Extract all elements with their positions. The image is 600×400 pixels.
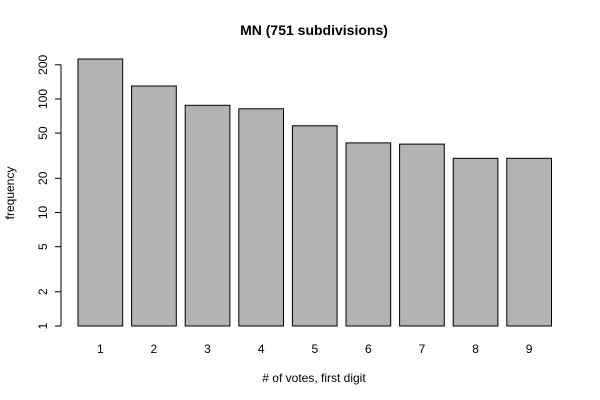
y-tick-label: 100 xyxy=(36,89,50,109)
y-tick-label: 1 xyxy=(36,322,50,329)
bars-group xyxy=(77,58,552,327)
x-axis-label: # of votes, first digit xyxy=(262,371,366,385)
y-tick-label: 10 xyxy=(36,206,50,220)
x-tick-label: 8 xyxy=(472,342,479,356)
x-tick-label: 4 xyxy=(258,342,265,356)
y-tick-label: 5 xyxy=(36,243,50,250)
bar-8 xyxy=(452,157,499,327)
x-tick-label: 2 xyxy=(151,342,158,356)
x-tick-label: 9 xyxy=(526,342,533,356)
bar-7 xyxy=(399,143,445,327)
x-tick-label: 7 xyxy=(419,342,426,356)
y-tick-label: 50 xyxy=(36,126,50,140)
chart-title: MN (751 subdivisions) xyxy=(240,22,388,38)
bar-5 xyxy=(291,125,338,327)
x-tick-label: 3 xyxy=(204,342,211,356)
bar-1 xyxy=(77,58,124,327)
y-axis: 1 2 5 10 20 50 100 200 xyxy=(36,54,62,329)
y-tick-label: 20 xyxy=(36,171,50,185)
y-axis-label: frequency xyxy=(3,167,17,220)
x-tick-labels: 1 2 3 4 5 6 7 8 9 xyxy=(97,342,533,356)
y-tick-label: 200 xyxy=(36,54,50,74)
bar-6 xyxy=(345,142,392,327)
bar-4 xyxy=(238,108,285,327)
x-tick-label: 1 xyxy=(97,342,104,356)
bar-2 xyxy=(131,85,177,327)
x-tick-label: 5 xyxy=(311,342,318,356)
bar-9 xyxy=(506,157,552,327)
x-tick-label: 6 xyxy=(365,342,372,356)
y-tick-label: 2 xyxy=(36,288,50,295)
bar-3 xyxy=(184,104,231,327)
